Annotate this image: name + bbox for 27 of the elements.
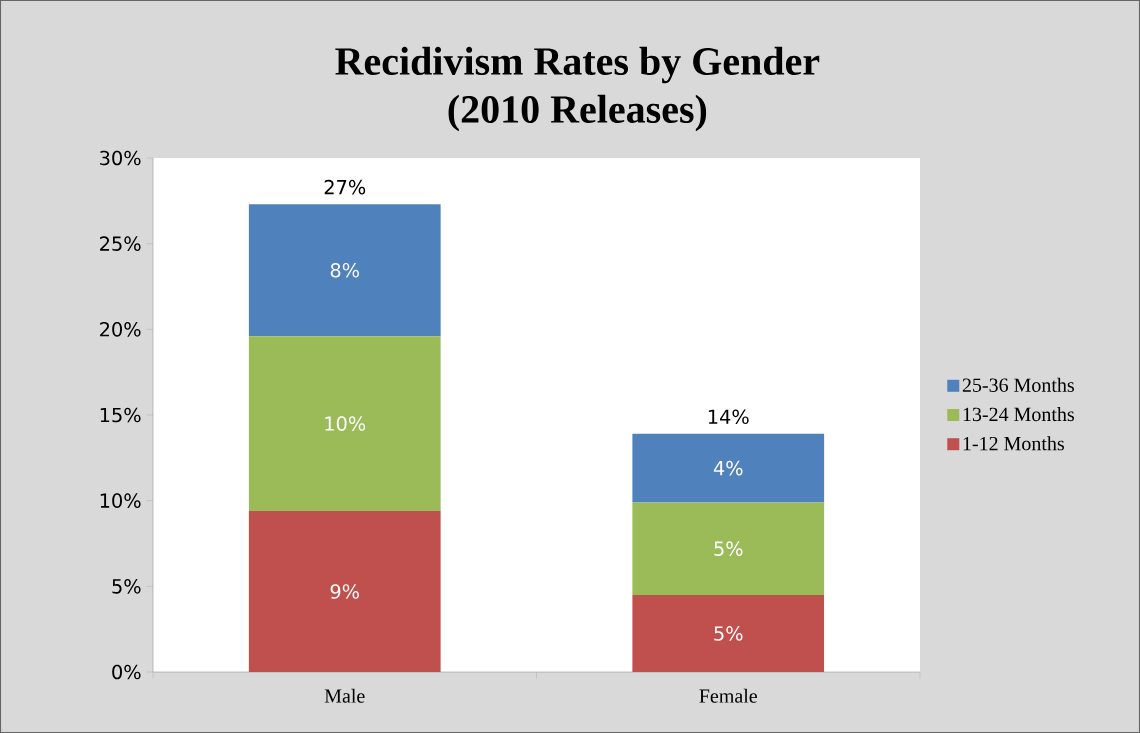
y-tick-label: 0% — [112, 664, 141, 680]
legend-label: 13-24 Months — [963, 407, 1074, 422]
y-tick-label: 5% — [112, 579, 141, 594]
bar — [248, 336, 441, 511]
data-label: 10% — [325, 416, 366, 431]
chart-title: Recidivism Rates by Gender (2010 Releases) — [335, 46, 820, 132]
data-label: 4% — [713, 460, 743, 476]
data-label: 9% — [330, 584, 360, 599]
y-tick-label: 20% — [100, 322, 141, 337]
y-tick-label: 25% — [100, 236, 141, 251]
bar — [248, 510, 441, 672]
legend-label: 25-36 Months — [962, 377, 1074, 392]
x-tick-label: Female — [699, 688, 757, 703]
x-tick-label: Male — [324, 688, 365, 703]
data-label: 5% — [714, 626, 743, 641]
bar — [248, 204, 441, 337]
y-tick-label: 30% — [100, 150, 141, 166]
bar — [632, 433, 825, 503]
total-label: 27% — [324, 179, 366, 195]
data-label: 8% — [330, 262, 360, 278]
total-label: 14% — [708, 409, 749, 425]
bar — [632, 502, 825, 595]
y-tick-label: 15% — [100, 407, 141, 423]
bar — [632, 594, 825, 672]
y-tick-label: 10% — [100, 493, 141, 508]
data-label: 5% — [714, 541, 743, 556]
legend-label: 1-12 Months — [963, 436, 1064, 451]
